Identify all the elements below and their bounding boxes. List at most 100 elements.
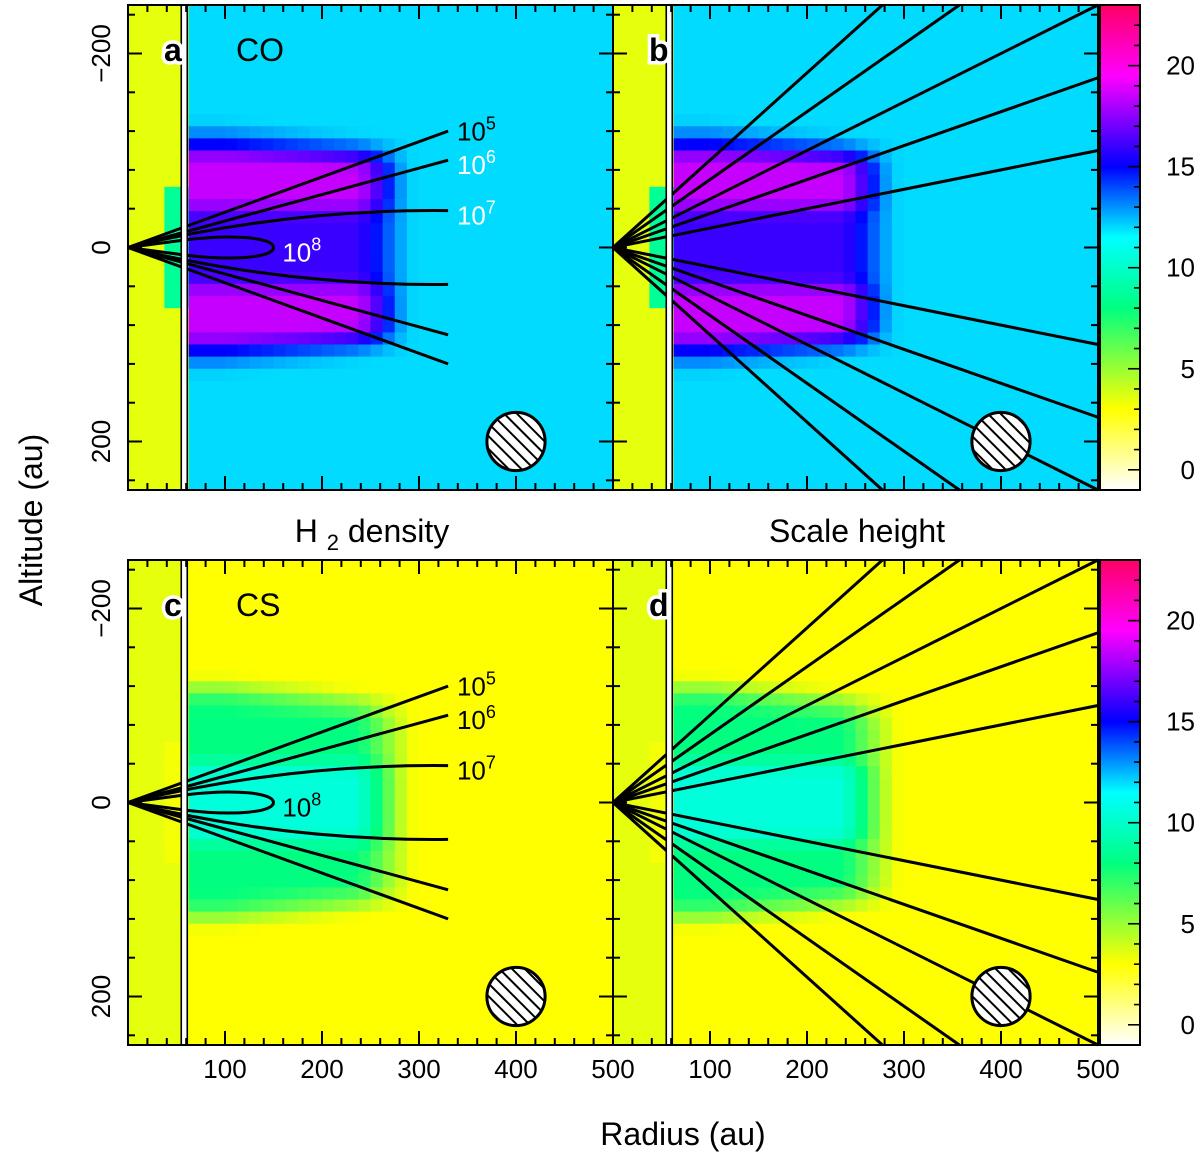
heatmap-cell: [406, 814, 420, 828]
heatmap-cell: [346, 89, 359, 103]
heatmap-cell: [503, 838, 517, 852]
heatmap-cell: [1025, 150, 1038, 164]
heatmap-cell: [358, 235, 372, 249]
heatmap-cell: [419, 126, 432, 139]
heatmap-cell: [358, 717, 372, 731]
heatmap-cell: [431, 344, 444, 358]
heatmap-cell: [249, 102, 262, 115]
heatmap-cell: [1037, 77, 1051, 91]
heatmap-cell: [503, 89, 517, 103]
heatmap-cell: [855, 89, 869, 103]
heatmap-cell: [140, 417, 153, 430]
heatmap-cell: [1037, 356, 1051, 370]
heatmap-cell: [952, 53, 966, 67]
heatmap-cell: [855, 308, 869, 321]
heatmap-cell: [467, 948, 481, 961]
heatmap-cell: [976, 235, 990, 249]
heatmap-cell: [588, 477, 602, 491]
heatmap-cell: [467, 186, 481, 200]
heatmap-cell: [758, 441, 772, 455]
heatmap-cell: [843, 102, 857, 115]
heatmap-cell: [770, 17, 784, 30]
heatmap-cell: [237, 320, 250, 333]
heatmap-cell: [443, 935, 456, 949]
heatmap-cell: [770, 308, 784, 321]
heatmap-cell: [1085, 417, 1099, 430]
heatmap-cell: [406, 984, 420, 998]
heatmap-cell: [794, 5, 808, 18]
heatmap-cell: [613, 186, 626, 200]
heatmap-cell: [346, 453, 359, 467]
heatmap-cell: [952, 453, 966, 467]
heatmap-cell: [273, 972, 287, 985]
heatmap-cell: [528, 644, 541, 658]
heatmap-cell: [734, 441, 747, 455]
heatmap-cell: [746, 162, 760, 176]
heatmap-cell: [600, 560, 614, 573]
heatmap-cell: [285, 405, 299, 418]
heatmap-cell: [394, 863, 408, 876]
heatmap-cell: [140, 899, 153, 913]
heatmap-cell: [552, 53, 566, 67]
heatmap-cell: [273, 875, 287, 888]
heatmap-cell: [600, 186, 614, 200]
heatmap-cell: [613, 53, 626, 67]
heatmap-cell: [334, 453, 347, 467]
heatmap-cell: [334, 584, 347, 597]
heatmap-cell: [588, 572, 602, 585]
heatmap-cell: [734, 235, 747, 249]
heatmap-cell: [649, 669, 663, 682]
heatmap-cell: [1061, 138, 1075, 152]
heatmap-cell: [625, 741, 638, 755]
heatmap-cell: [746, 283, 760, 297]
heatmap-cell: [309, 960, 323, 973]
heatmap-cell: [358, 186, 372, 200]
heatmap-cell: [261, 41, 275, 55]
heatmap-cell: [382, 477, 396, 491]
heatmap-cell: [273, 259, 287, 273]
heatmap-cell: [188, 126, 202, 139]
heatmap-cell: [249, 405, 262, 418]
heatmap-cell: [988, 259, 1002, 273]
heatmap-cell: [649, 960, 663, 973]
heatmap-cell: [346, 560, 359, 573]
heatmap-cell: [685, 344, 699, 358]
heatmap-cell: [188, 77, 202, 91]
heatmap-cell: [904, 332, 917, 346]
heatmap-cell: [916, 441, 929, 455]
heatmap-cell: [322, 320, 335, 333]
heatmap-cell: [988, 283, 1002, 297]
heatmap-cell: [904, 271, 917, 285]
heatmap-cell: [431, 308, 444, 321]
heatmap-cell: [540, 1032, 553, 1046]
heatmap-cell: [794, 162, 808, 176]
heatmap-cell: [491, 681, 505, 694]
heatmap-cell: [588, 620, 602, 634]
heatmap-cell: [891, 332, 905, 346]
heatmap-cell: [212, 923, 226, 937]
heatmap-cell: [200, 729, 214, 743]
heatmap-cell: [212, 875, 226, 888]
heatmap-cell: [382, 114, 396, 127]
heatmap-cell: [879, 77, 893, 91]
heatmap-cell: [855, 174, 869, 188]
heatmap-cell: [261, 17, 275, 30]
heatmap-cell: [625, 863, 638, 876]
heatmap-cell: [819, 356, 832, 370]
heatmap-cell: [516, 632, 529, 646]
heatmap-cell: [625, 923, 638, 937]
heatmap-cell: [394, 89, 408, 103]
heatmap-cell: [576, 174, 590, 188]
heatmap-cell: [1037, 296, 1051, 309]
heatmap-cell: [952, 441, 966, 455]
heatmap-cell: [431, 199, 444, 212]
heatmap-cell: [964, 296, 978, 309]
heatmap-cell: [613, 102, 626, 115]
heatmap-cell: [1037, 114, 1051, 127]
heatmap-cell: [600, 754, 614, 767]
heatmap-cell: [940, 296, 954, 309]
heatmap-cell: [188, 948, 202, 961]
heatmap-cell: [212, 1020, 226, 1034]
heatmap-cell: [285, 368, 299, 382]
heatmap-cell: [128, 465, 141, 479]
